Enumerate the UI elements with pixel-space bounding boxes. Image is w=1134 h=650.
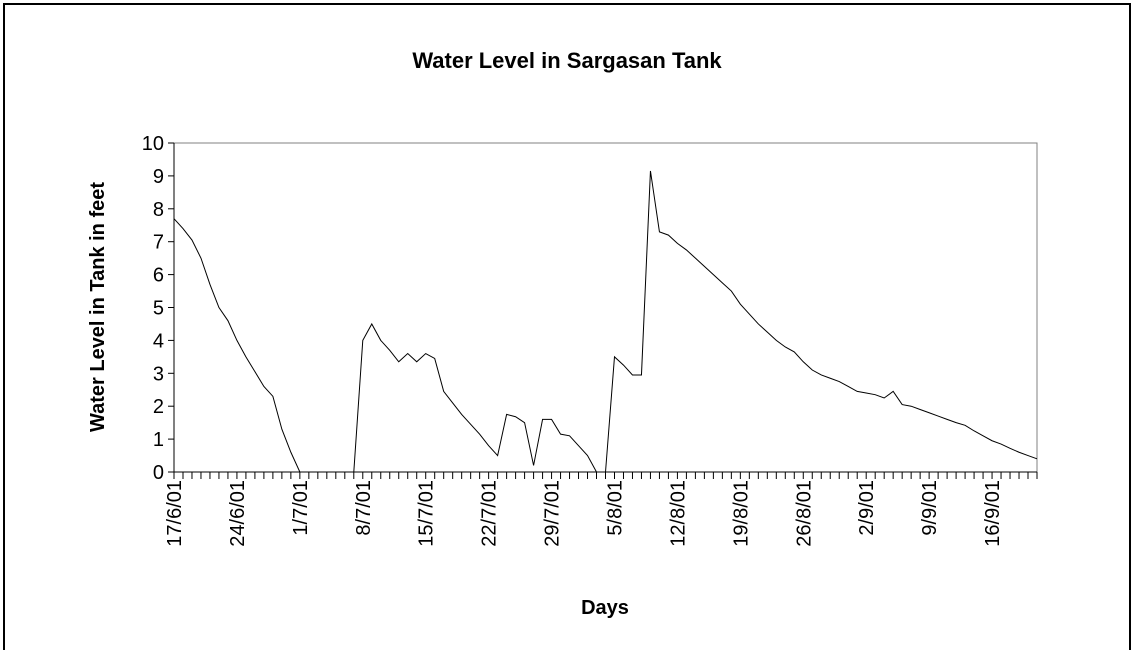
x-tick-label: 16/9/01 <box>982 480 1004 547</box>
data-line <box>173 170 1038 473</box>
y-tick-label: 3 <box>153 363 164 385</box>
chart-frame <box>3 3 1131 650</box>
x-tick-label: 2/9/01 <box>856 480 878 536</box>
chart-title: Water Level in Sargasan Tank <box>412 48 722 73</box>
y-axis-title: Water Level in Tank in feet <box>87 182 109 432</box>
x-tick-label: 19/8/01 <box>730 480 752 547</box>
y-tick-label: 2 <box>153 396 164 418</box>
y-tick-label: 7 <box>153 232 164 254</box>
x-tick-label: 29/7/01 <box>542 480 564 547</box>
x-tick-label: 17/6/01 <box>164 480 186 547</box>
x-axis-title: Days <box>581 597 629 619</box>
x-tick-label: 1/7/01 <box>290 480 312 536</box>
x-tick-label: 12/8/01 <box>667 480 689 547</box>
x-tick-label: 8/7/01 <box>353 480 375 536</box>
y-tick-label: 0 <box>153 462 164 484</box>
y-tick-label: 9 <box>153 166 164 188</box>
plot-area <box>173 142 1038 473</box>
y-tick-label: 4 <box>153 330 164 352</box>
y-tick-label: 10 <box>142 133 164 155</box>
y-tick-label: 8 <box>153 199 164 221</box>
x-tick-label: 9/9/01 <box>919 480 941 536</box>
x-tick-label: 24/6/01 <box>227 480 249 547</box>
x-tick-label: 22/7/01 <box>479 480 501 547</box>
y-tick-label: 6 <box>153 265 164 287</box>
x-tick-label: 26/8/01 <box>793 480 815 547</box>
x-tick-label: 15/7/01 <box>416 480 438 547</box>
x-tick-label: 5/8/01 <box>604 480 626 536</box>
y-tick-label: 1 <box>153 429 164 451</box>
y-tick-label: 5 <box>153 298 164 320</box>
